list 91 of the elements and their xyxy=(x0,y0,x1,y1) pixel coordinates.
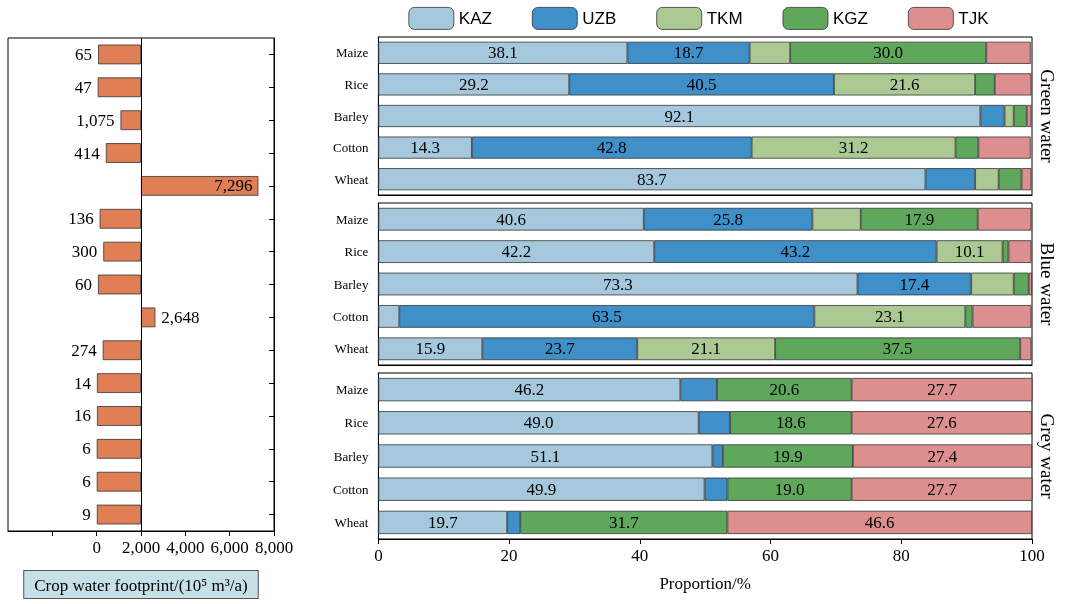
data-label: 20.6 xyxy=(769,380,800,400)
data-label: 1,075 xyxy=(76,110,115,130)
data-label: 40.6 xyxy=(496,209,526,229)
data-label: 16 xyxy=(74,406,92,426)
data-label: 37.5 xyxy=(882,339,913,359)
data-label: 51.1 xyxy=(530,446,561,466)
data-label: 73.3 xyxy=(603,274,633,294)
text: Grey water xyxy=(1036,413,1058,500)
data-label: 27.7 xyxy=(927,479,958,499)
data-label: 27.4 xyxy=(927,446,958,466)
data-label: 21.1 xyxy=(691,339,722,359)
x-tick-label: 40 xyxy=(631,546,649,565)
x-tick-label: 20 xyxy=(500,546,518,565)
data-label: 18.6 xyxy=(775,413,806,433)
legend-label: UZB xyxy=(582,8,617,28)
data-label: 18.7 xyxy=(673,43,704,63)
y-tick-label: Cotton xyxy=(332,308,369,324)
data-label: 14.3 xyxy=(410,138,440,158)
legend-label: KGZ xyxy=(832,8,868,28)
data-label: 46.2 xyxy=(514,380,545,400)
data-label: 27.7 xyxy=(927,380,958,400)
data-label: 14 xyxy=(73,373,92,393)
legend-label: TKM xyxy=(706,8,743,28)
x-axis-title: Crop water footprint/(10⁵ m³/a) xyxy=(34,576,248,595)
x-tick-label: 0 xyxy=(374,546,383,565)
data-label: 43.2 xyxy=(780,242,811,262)
x-tick-label: 8,000 xyxy=(254,538,294,557)
data-label: 40.5 xyxy=(686,74,717,94)
data-label: 6 xyxy=(82,472,91,492)
x-tick-label: 80 xyxy=(892,546,910,565)
data-label: 63.5 xyxy=(591,306,622,326)
data-label: 19.7 xyxy=(427,512,459,532)
data-label: 38.1 xyxy=(488,43,518,63)
data-label: 17.4 xyxy=(899,274,930,294)
data-label: 10.1 xyxy=(954,242,985,262)
y-tick-label: Barley xyxy=(333,276,369,292)
data-label: 9 xyxy=(82,505,91,525)
data-label: 46.6 xyxy=(864,512,895,532)
data-label: 25.8 xyxy=(713,209,743,229)
data-label: 29.2 xyxy=(458,74,489,94)
data-label: 414 xyxy=(74,143,101,163)
y-tick-label: Maize xyxy=(335,382,369,398)
data-label: 42.8 xyxy=(596,138,627,158)
data-label: 2,648 xyxy=(161,307,200,327)
data-label: 15.9 xyxy=(415,339,446,359)
data-label: 47 xyxy=(74,77,93,97)
y-tick-label: Maize xyxy=(335,45,369,61)
y-tick-label: Wheat xyxy=(334,341,369,357)
x-tick-label: 4,000 xyxy=(166,538,205,557)
x-tick-label: 6,000 xyxy=(210,538,249,557)
y-tick-label: Rice xyxy=(344,244,369,260)
x-tick-label: 2,000 xyxy=(121,538,161,557)
x-tick-label: 0 xyxy=(92,538,101,557)
data-label: 23.1 xyxy=(874,306,905,326)
data-label: 17.9 xyxy=(904,209,935,229)
x-axis-title: Proportion/% xyxy=(659,574,751,593)
data-label: 49.0 xyxy=(523,413,554,433)
data-label: 31.7 xyxy=(608,512,640,532)
data-label: 42.2 xyxy=(501,242,532,262)
y-tick-label: Barley xyxy=(333,448,369,464)
data-label: 19.0 xyxy=(774,479,805,499)
data-label: 274 xyxy=(71,340,98,360)
data-label: 300 xyxy=(71,242,98,262)
y-tick-label: Cotton xyxy=(332,481,369,497)
y-tick-label: Cotton xyxy=(332,140,369,156)
data-label: 21.6 xyxy=(889,74,920,94)
y-tick-label: Barley xyxy=(333,108,369,124)
data-label: 83.7 xyxy=(637,169,668,189)
text: Blue water xyxy=(1036,242,1058,327)
y-tick-label: Rice xyxy=(344,415,369,431)
legend-label: KAZ xyxy=(458,8,492,28)
data-label: 60 xyxy=(75,275,92,294)
data-label: 27.6 xyxy=(926,413,957,433)
x-tick-label: 60 xyxy=(762,546,780,565)
data-label: 6 xyxy=(82,439,91,459)
y-tick-label: Wheat xyxy=(334,171,369,187)
data-label: 65 xyxy=(75,44,93,64)
y-tick-label: Maize xyxy=(335,211,369,227)
text: Green water xyxy=(1036,69,1058,164)
data-label: 49.9 xyxy=(526,479,557,499)
x-tick-label: 100 xyxy=(1019,546,1045,565)
data-label: 7,296 xyxy=(214,176,253,196)
data-label: 30.0 xyxy=(873,43,904,63)
data-label: 23.7 xyxy=(544,339,576,359)
legend-label: TJK xyxy=(958,8,990,28)
data-label: 136 xyxy=(68,209,94,229)
y-tick-label: Wheat xyxy=(334,514,369,530)
data-label: 31.2 xyxy=(838,138,869,158)
data-label: 92.1 xyxy=(664,106,695,126)
data-label: 19.9 xyxy=(773,446,803,466)
y-tick-label: Rice xyxy=(344,76,369,92)
